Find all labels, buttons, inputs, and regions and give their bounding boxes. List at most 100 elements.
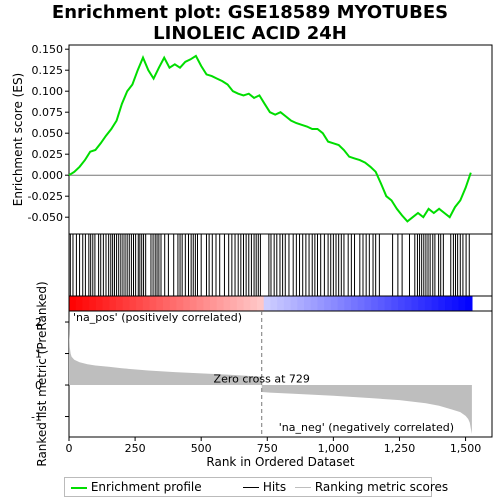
rank-color-segment <box>196 296 204 311</box>
rank-color-segment <box>136 296 144 311</box>
rank-color-segment <box>465 296 473 311</box>
rank-color-segment <box>116 296 124 311</box>
rank-y-axis-label: Ranked list metric (PreRanked) <box>35 281 49 466</box>
rank-x-tick-label: 1,250 <box>384 442 416 455</box>
hits-panel <box>68 233 493 297</box>
legend-swatch-enrichment <box>71 486 87 489</box>
rank-color-segment <box>95 296 104 311</box>
rank-x-tick-label: 250 <box>125 442 146 455</box>
legend-label-enrichment: Enrichment profile <box>90 480 202 494</box>
rank-color-segment <box>69 296 77 311</box>
rank-color-segment <box>283 296 292 311</box>
legend-item-enrichment: Enrichment profile <box>71 480 202 494</box>
rank-color-segment <box>451 296 460 311</box>
rank-color-segment <box>277 296 285 311</box>
rank-color-segment <box>243 296 251 311</box>
x-axis-label: Rank in Ordered Dataset <box>206 455 354 469</box>
rank-color-segment <box>263 296 272 311</box>
rank-color-segment <box>398 296 406 311</box>
legend: Enrichment profile Hits Ranking metric s… <box>64 477 448 497</box>
title-line-1: Enrichment plot: GSE18589 MYOTUBES <box>51 2 449 23</box>
rank-x-tick-label: 0 <box>66 442 73 455</box>
rank-color-segment <box>431 296 439 311</box>
es-y-tick-label: -0.025 <box>28 190 63 203</box>
rank-color-segment <box>210 296 218 311</box>
rank-color-segment <box>297 296 305 311</box>
rank-color-segment <box>82 296 90 311</box>
es-y-axis-label: Enrichment score (ES) <box>11 73 25 206</box>
rank-x-tick-label: 1,000 <box>318 442 350 455</box>
rank-color-segment <box>203 296 211 311</box>
rank-color-segment <box>337 296 345 311</box>
rank-x-tick-label: 750 <box>257 442 278 455</box>
rank-color-segment <box>317 296 325 311</box>
rank-color-segment <box>445 296 453 311</box>
rank-color-segment <box>330 296 339 311</box>
rank-color-segment <box>371 296 379 311</box>
rank-y-tick-label: 1 <box>35 348 42 361</box>
rank-color-segment <box>290 296 298 311</box>
es-y-tick-label: 0.050 <box>32 127 64 140</box>
legend-item-hits: Hits <box>243 480 286 494</box>
rank-color-segment <box>257 296 265 311</box>
rank-x-tick-label: 1,500 <box>450 442 482 455</box>
hits-frame <box>68 233 493 297</box>
rank-color-segment <box>156 296 164 311</box>
rank-color-segment <box>270 296 278 311</box>
ranking-color-bar <box>68 295 493 312</box>
rank-color-segment <box>364 296 372 311</box>
rank-x-tick-label: 500 <box>191 442 212 455</box>
legend-swatch-hits <box>243 487 259 488</box>
es-plot-frame <box>68 44 493 235</box>
rank-color-segment <box>216 296 225 311</box>
rank-color-segment <box>250 296 258 311</box>
rank-color-segment <box>122 296 131 311</box>
rank-color-segment <box>169 296 178 311</box>
enrichment-profile-line <box>68 54 472 223</box>
es-y-tick-label: 0.125 <box>32 64 64 77</box>
rank-color-segment <box>424 296 433 311</box>
rank-color-segment <box>230 296 238 311</box>
rank-color-segment <box>438 296 446 311</box>
es-y-tick-label: 0.150 <box>32 43 64 56</box>
rank-color-segment <box>351 296 359 311</box>
rank-color-segment <box>411 296 419 311</box>
rank-color-segment <box>176 296 184 311</box>
rank-color-segment <box>142 296 151 311</box>
rank-color-segment <box>344 296 352 311</box>
rank-color-segment <box>183 296 191 311</box>
rank-y-tick-label: 2 <box>35 316 42 329</box>
ranking-metric-area <box>69 315 472 434</box>
es-y-tick-label: 0.025 <box>32 148 64 161</box>
rank-color-segment <box>223 296 231 311</box>
rank-color-segment <box>458 296 466 311</box>
es-y-tick-label: 0.075 <box>32 106 64 119</box>
enrichment-panel: -0.050 -0.025 0.000 0.025 0.050 0.075 0.100 0.1… <box>11 43 493 235</box>
rank-color-segment <box>236 296 245 311</box>
neg-correlated-label: 'na_neg' (negatively correlated) <box>279 421 454 434</box>
rank-color-segment <box>310 296 319 311</box>
rank-color-segment <box>102 296 110 311</box>
rank-color-segment <box>404 296 413 311</box>
ranking-metric-panel: Zero cross at 729 'na_pos' (positively co… <box>31 281 493 469</box>
legend-label-hits: Hits <box>262 480 287 494</box>
rank-color-segment <box>384 296 392 311</box>
rank-color-segment <box>357 296 366 311</box>
rank-color-segment <box>377 296 386 311</box>
es-y-tick-label: -0.050 <box>28 211 63 224</box>
es-y-tick-label: 0.100 <box>32 85 64 98</box>
chart-title: Enrichment plot: GSE18589 MYOTUBES LINOL… <box>0 2 500 44</box>
rank-color-segment <box>391 296 399 311</box>
rank-color-segment <box>109 296 117 311</box>
rank-y-tick-label: -1 <box>31 411 42 424</box>
legend-label-ranking: Ranking metric scores <box>314 480 449 494</box>
rank-color-segment <box>418 296 426 311</box>
rank-color-segment <box>304 296 312 311</box>
rank-color-segment <box>324 296 332 311</box>
zero-cross-label: Zero cross at 729 <box>214 373 310 386</box>
rank-color-segment <box>163 296 171 311</box>
rank-color-segment <box>75 296 84 311</box>
legend-swatch-ranking <box>295 487 311 488</box>
rank-color-segment <box>149 296 157 311</box>
